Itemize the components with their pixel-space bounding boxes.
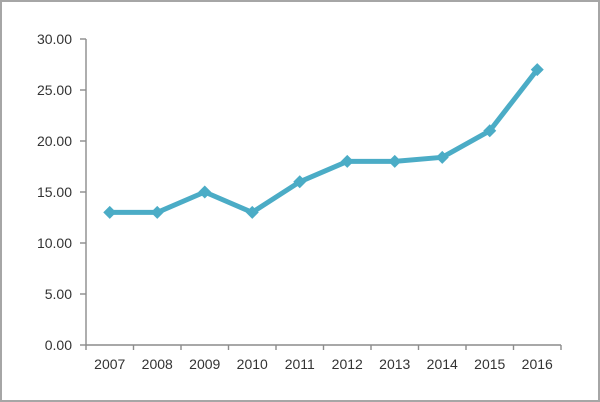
data-point-marker	[198, 185, 212, 199]
data-point-marker	[435, 150, 449, 164]
y-tick-label: 0.00	[45, 337, 72, 353]
x-tick-label: 2015	[474, 356, 505, 372]
y-tick-label: 30.00	[37, 31, 72, 47]
x-tick-label: 2008	[142, 356, 173, 372]
data-point-marker	[483, 124, 497, 138]
data-point-marker	[150, 205, 164, 219]
x-tick-label: 2011	[285, 356, 315, 372]
y-tick-label: 10.00	[37, 235, 72, 251]
y-tick-label: 15.00	[37, 184, 72, 200]
data-point-marker	[293, 175, 307, 189]
data-point-marker	[340, 154, 354, 168]
trend-line	[107, 67, 540, 215]
data-point-marker	[245, 205, 259, 219]
x-tick-label: 2012	[332, 356, 363, 372]
x-tick-label: 2007	[94, 356, 125, 372]
x-tick-label: 2013	[379, 356, 410, 372]
x-tick-label: 2016	[522, 356, 553, 372]
x-tick-label: 2014	[427, 356, 458, 372]
x-tick-label: 2010	[237, 356, 268, 372]
y-tick-label: 20.00	[37, 133, 72, 149]
data-point-marker	[103, 205, 117, 219]
data-point-marker	[388, 154, 402, 168]
y-tick-label: 5.00	[45, 286, 72, 302]
y-tick-label: 25.00	[37, 82, 72, 98]
x-tick-label: 2009	[189, 356, 220, 372]
data-point-marker	[530, 63, 544, 77]
